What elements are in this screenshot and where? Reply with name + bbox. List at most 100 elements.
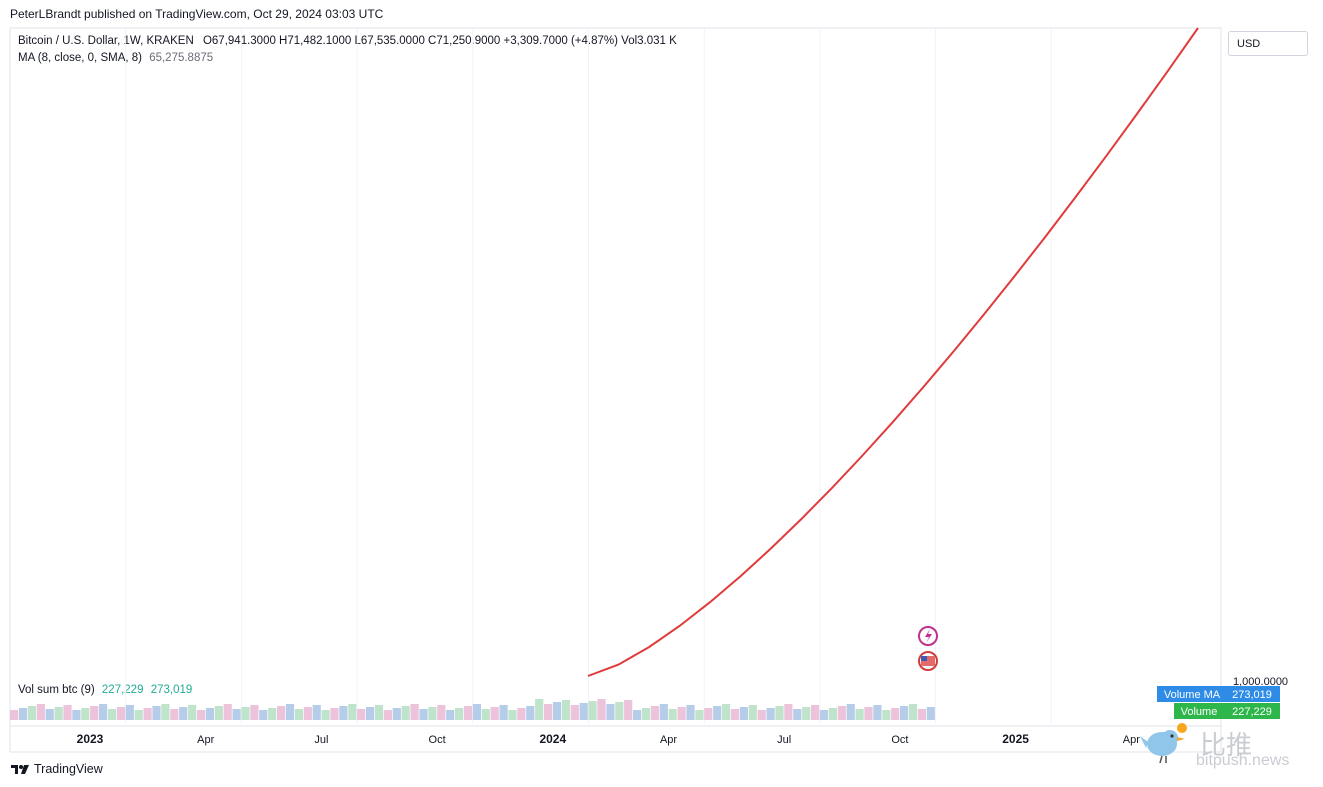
gridlines (9, 28, 1052, 724)
support-curve-line[interactable] (587, 27, 1199, 677)
symbol-name[interactable]: Bitcoin / U.S. Dollar, 1W, KRAKEN (18, 35, 194, 47)
volume-bar (72, 710, 81, 720)
volume-bar (517, 708, 526, 720)
volume-bar (882, 710, 891, 720)
volume-bar (544, 704, 553, 720)
volume-bar (303, 707, 312, 720)
volume-bar (686, 705, 695, 720)
volume-bar (481, 709, 490, 720)
volume-bar (864, 707, 873, 720)
volume-bar (588, 701, 597, 720)
volume-bar (107, 709, 117, 720)
volume-bar (873, 705, 882, 720)
volume-bar (793, 709, 802, 720)
volume-bar (321, 710, 330, 720)
volume-bar (196, 710, 206, 720)
volume-bar (392, 708, 401, 720)
bird-icon (1140, 723, 1187, 764)
volume-bar (437, 705, 446, 720)
volume-bar (704, 708, 713, 720)
volume-bar (526, 706, 535, 720)
x-tick-label: 2025 (1002, 732, 1029, 746)
x-tick-label: Apr (197, 734, 214, 746)
volume-bar (455, 708, 464, 720)
volume-bar (330, 708, 339, 720)
volume-bar (357, 709, 366, 720)
volume-bar (152, 706, 161, 720)
volume-bar (143, 708, 152, 720)
volume-bar (499, 705, 508, 720)
volume-bar (579, 703, 588, 720)
volume-bar (36, 704, 45, 720)
volume-bar (179, 707, 188, 720)
volume-indicator-value-2: 273,019 (150, 684, 193, 696)
volume-bar (285, 704, 295, 720)
symbol-legend[interactable]: Bitcoin / U.S. Dollar, 1W, KRAKEN O67,94… (18, 35, 677, 47)
x-tick-label: Apr (1123, 734, 1140, 746)
volume-badge-label: Volume (1181, 706, 1218, 718)
volume-badge (1174, 703, 1280, 719)
volume-bar (366, 707, 375, 720)
volume-bar (837, 706, 846, 720)
volume-bar (10, 710, 19, 720)
volume-bar (446, 710, 455, 720)
tradingview-logo-icon (11, 765, 29, 774)
volume-bar (641, 708, 651, 720)
volume-bar (54, 707, 63, 720)
volume-bar (739, 707, 748, 720)
volume-bar (250, 705, 259, 720)
volume-bar (819, 710, 829, 720)
x-tick-label: Jul (777, 734, 791, 746)
volume-bar (668, 709, 677, 720)
x-tick-label: Jul (314, 734, 328, 746)
volume-bar (232, 709, 241, 720)
volume-bar (535, 699, 544, 720)
volume-legend[interactable]: Vol sum btc (9) 227,229 273,019 (18, 684, 192, 696)
volume-bar (650, 706, 659, 720)
volume-bar (27, 706, 36, 720)
volume-bar (410, 704, 419, 720)
volume-bar (730, 709, 740, 720)
volume-bar (63, 705, 72, 720)
currency-button[interactable]: USD (1228, 31, 1308, 56)
volume-bar (713, 706, 722, 720)
watermark-cn-text: 比推 (1200, 730, 1253, 761)
volume-bar (383, 710, 392, 720)
x-tick-label: 2023 (77, 732, 104, 746)
volume-badge-value: 227,229 (1232, 706, 1272, 718)
ma-indicator-label[interactable]: MA (8, close, 0, SMA, 8) (18, 52, 142, 64)
ma-legend[interactable]: MA (8, close, 0, SMA, 8) 65,275.8875 (18, 52, 213, 64)
volume-bar (775, 706, 784, 720)
volume-bar (312, 705, 321, 720)
watermark: 比推 (1140, 722, 1252, 764)
volume-bar (846, 704, 855, 720)
volume-bar (339, 706, 348, 720)
volume-bar (597, 699, 606, 720)
tradingview-footer[interactable]: TradingView (10, 762, 103, 776)
volume-indicator-label[interactable]: Vol sum btc (9) (18, 684, 95, 696)
tradingview-brand: TradingView (34, 762, 103, 776)
volume-bar (45, 709, 54, 720)
volume-bar (570, 705, 579, 720)
x-tick-label: Oct (429, 734, 446, 746)
volume-bar (374, 705, 384, 720)
volume-bar (891, 708, 900, 720)
volume-bar (659, 704, 668, 720)
volume-bar (908, 704, 918, 720)
volume-bar (748, 705, 757, 720)
volume-ma-badge-value: 273,019 (1232, 689, 1272, 701)
volume-bar (401, 706, 410, 720)
ma-indicator-value: 65,275.8875 (149, 52, 214, 64)
volume-bar (259, 710, 268, 720)
volume-bar (695, 710, 704, 720)
volume-bar (18, 708, 28, 720)
x-tick-label: Oct (891, 734, 908, 746)
volume-bar (294, 709, 303, 720)
volume-bar (552, 702, 562, 720)
volume-bar (348, 704, 357, 720)
volume-bar (268, 708, 277, 720)
volume-bar (419, 709, 428, 720)
volume-bar (134, 710, 143, 720)
volume-bar (214, 706, 223, 720)
